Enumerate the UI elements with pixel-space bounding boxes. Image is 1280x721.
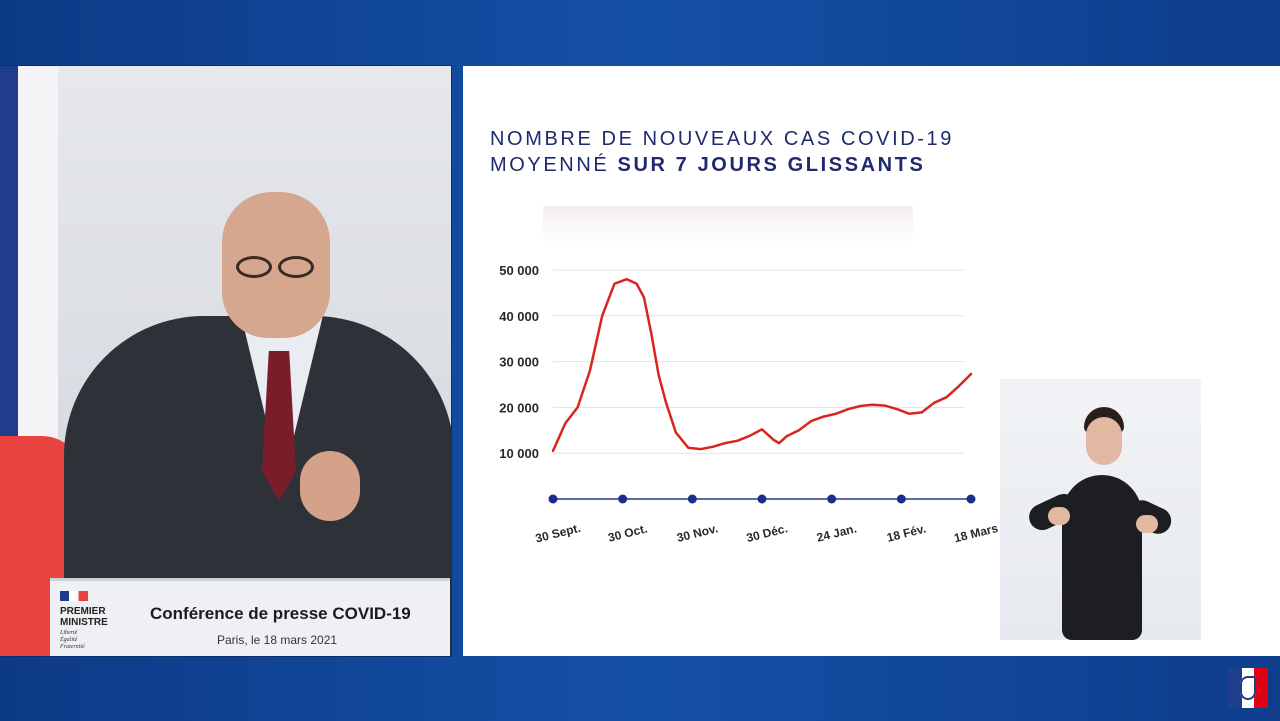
speaker-video-panel: PREMIER MINISTRE Liberté Égalité Fratern… xyxy=(0,66,451,656)
motto-liberte: Liberté xyxy=(60,630,78,636)
speaker-tie xyxy=(262,351,296,501)
motto-egalite: Égalité xyxy=(60,637,78,643)
x-tick-dot xyxy=(687,494,697,504)
republic-motto: Liberté Égalité Fraternité xyxy=(60,630,85,651)
gouvernement-logo-icon xyxy=(1228,668,1268,708)
y-tick-label: 50 000 xyxy=(499,263,539,278)
chart-title-bold: SUR 7 JOURS GLISSANTS xyxy=(617,154,926,176)
x-tick-label: 30 Oct. xyxy=(607,521,649,544)
interpreter-right-hand xyxy=(1136,515,1158,533)
motto-fraternite: Fraternité xyxy=(60,644,85,650)
x-tick-label: 30 Nov. xyxy=(675,521,719,545)
interpreter-left-hand xyxy=(1048,507,1070,525)
y-tick-label: 10 000 xyxy=(499,446,539,461)
interpreter-head xyxy=(1086,417,1122,465)
x-tick-dot xyxy=(618,494,628,504)
speaker-glasses xyxy=(232,256,322,280)
y-tick-label: 30 000 xyxy=(499,355,539,370)
logo-line2: MINISTRE xyxy=(60,617,108,628)
podium-subtitle: Paris, le 18 mars 2021 xyxy=(217,633,338,647)
logo-line1: PREMIER xyxy=(60,606,106,617)
cases-series-line xyxy=(551,277,973,453)
y-tick-label: 20 000 xyxy=(499,400,539,415)
chart-title-regular: MOYENNÉ xyxy=(490,154,610,176)
premier-ministre-logo: PREMIER MINISTRE xyxy=(60,606,108,628)
x-tick-dot xyxy=(757,494,767,504)
chart-header-shade xyxy=(543,206,913,246)
covid-cases-line-chart: 10 000 20 000 30 000 40 000 50 000 30 Sept. 30… xyxy=(499,206,1000,546)
x-tick-dot xyxy=(966,494,976,504)
x-tick-label: 30 Sept. xyxy=(534,521,582,546)
marianne-logo-icon xyxy=(60,591,88,601)
sign-language-interpreter-video xyxy=(1000,379,1201,640)
chart-title-line2: MOYENNÉ SUR 7 JOURS GLISSANTS xyxy=(490,152,954,178)
speaker-hand xyxy=(300,451,360,521)
y-tick-label: 40 000 xyxy=(499,309,539,324)
x-tick-dot xyxy=(827,494,837,504)
x-tick-label: 24 Jan. xyxy=(815,521,858,544)
x-tick-dot xyxy=(896,494,906,504)
x-tick-label: 18 Fév. xyxy=(885,522,927,545)
chart-title-line1: NOMBRE DE NOUVEAUX CAS COVID-19 xyxy=(490,128,955,150)
chart-title: NOMBRE DE NOUVEAUX CAS COVID-19 MOYENNÉ … xyxy=(490,126,954,178)
x-tick-dot xyxy=(548,494,558,504)
x-tick-label: 30 Déc. xyxy=(745,521,789,545)
podium-title: Conférence de presse COVID-19 xyxy=(150,604,411,623)
x-tick-label: 18 Mars xyxy=(953,521,1000,545)
podium xyxy=(50,578,450,656)
